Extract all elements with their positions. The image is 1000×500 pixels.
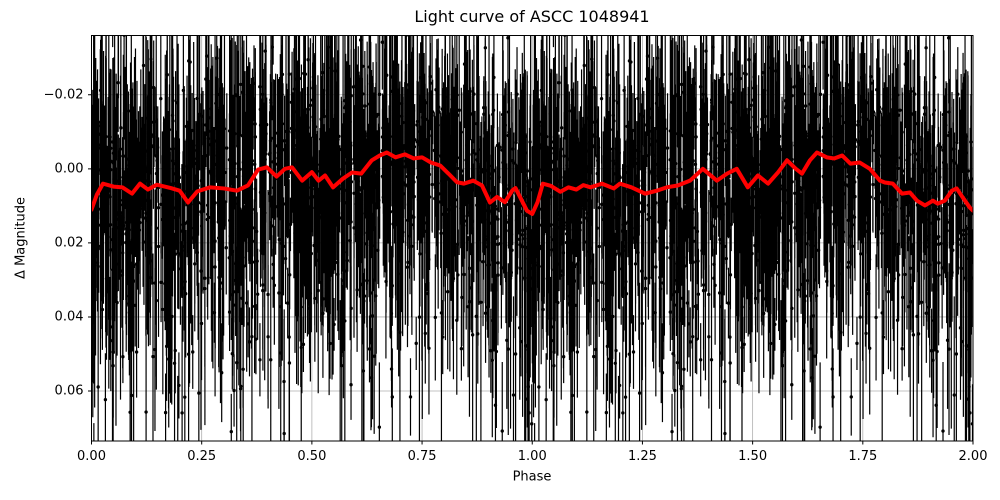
x-tick-label: 1.50 — [738, 449, 768, 464]
y-tick-label: 0.00 — [54, 161, 84, 177]
x-tick-label: 2.00 — [958, 449, 988, 464]
y-tick-label: 0.06 — [54, 383, 84, 399]
x-tick-label: 0.25 — [187, 449, 217, 464]
x-tick-label: 0.75 — [407, 449, 437, 464]
x-tick-label: 0.50 — [297, 449, 327, 464]
x-tick-label: 0.00 — [77, 449, 106, 464]
x-tick-label: 1.25 — [627, 449, 657, 464]
y-tick-label: −0.02 — [43, 87, 84, 103]
y-axis-label: Δ Magnitude — [13, 197, 29, 279]
chart-title: Light curve of ASCC 1048941 — [414, 7, 650, 26]
x-tick-label: 1.75 — [848, 449, 878, 464]
x-axis-label: Phase — [512, 469, 552, 485]
y-tick-label: 0.04 — [54, 309, 84, 325]
y-tick-label: 0.02 — [54, 235, 84, 251]
x-tick-label: 1.00 — [517, 449, 547, 464]
